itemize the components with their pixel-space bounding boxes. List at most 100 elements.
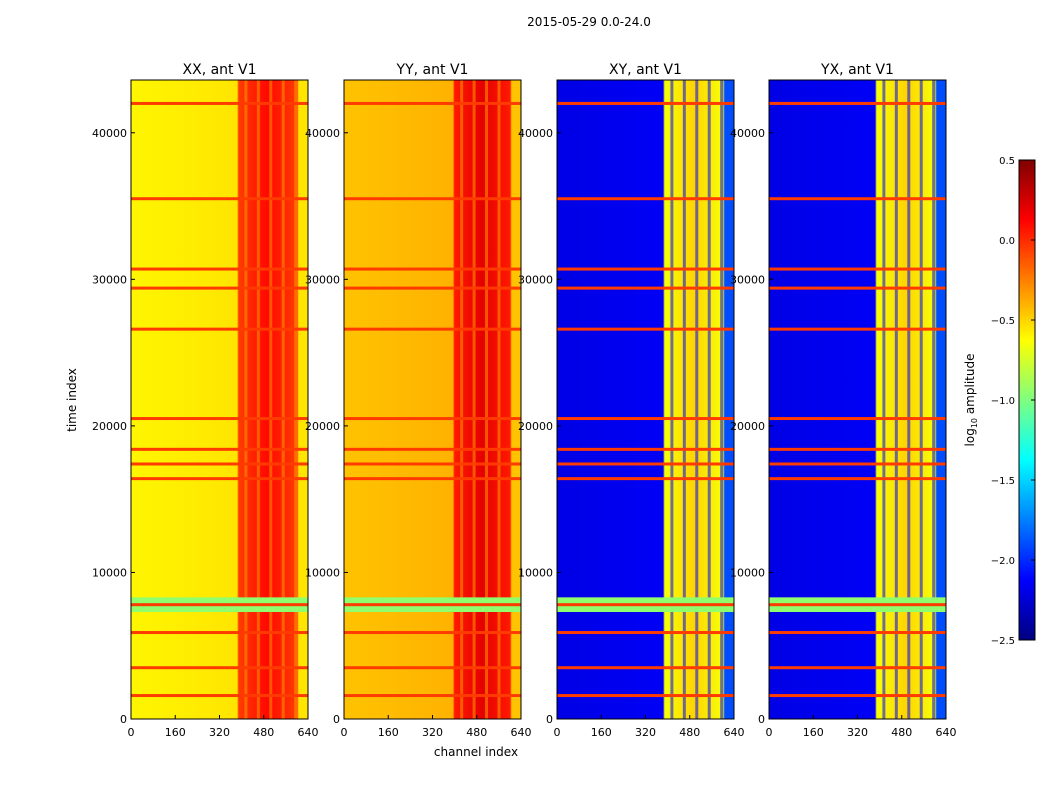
x-tick-label: 160: [803, 726, 824, 739]
x-tick-label: 320: [422, 726, 443, 739]
x-tick-label: 0: [341, 726, 348, 739]
x-tick-label: 320: [635, 726, 656, 739]
y-tick-label: 40000: [305, 127, 340, 140]
flagged-row: [769, 666, 946, 670]
channel-stripe: [932, 80, 936, 719]
channel-stripe: [497, 80, 501, 719]
flagged-row: [769, 477, 946, 481]
flagged-row: [131, 477, 308, 481]
flagged-row: [131, 694, 308, 698]
x-tick-label: 320: [209, 726, 230, 739]
flagged-row: [769, 101, 946, 105]
colorbar-tick-label: −0.5: [991, 316, 1015, 327]
heatmap-image: [131, 80, 308, 719]
y-tick-label: 40000: [518, 127, 553, 140]
flagged-row: [557, 694, 734, 698]
y-tick-label: 20000: [92, 420, 127, 433]
flagged-row: [131, 462, 308, 466]
flagged-row: [131, 327, 308, 331]
flagged-row: [557, 477, 734, 481]
channel-stripe: [472, 80, 476, 719]
y-tick-label: 10000: [92, 566, 127, 579]
y-tick-label: 20000: [305, 420, 340, 433]
colorbar-ticks: 0.5 0.0 −0.5 −1.0 −1.5 −2.0 −2.5: [991, 156, 1035, 647]
flagged-row: [131, 447, 308, 451]
heatmap-panel: XY, ant V1 0 160 320 480 640 0 10000 20000 30000 4…: [518, 62, 745, 739]
flagged-row: [769, 462, 946, 466]
x-tick-label: 160: [591, 726, 612, 739]
flagged-row: [557, 197, 734, 201]
flagged-row: [131, 197, 308, 201]
y-tick-label: 10000: [730, 566, 765, 579]
y-tick-label: 40000: [730, 127, 765, 140]
flagged-row: [131, 666, 308, 670]
flagged-row: [344, 666, 521, 670]
x-tick-label: 640: [298, 726, 319, 739]
flagged-row: [344, 477, 521, 481]
flagged-row: [557, 101, 734, 105]
channel-stripe: [707, 80, 711, 719]
flagged-row: [344, 447, 521, 451]
flagged-row: [131, 631, 308, 635]
channel-stripe: [907, 80, 911, 719]
x-tick-label: 0: [128, 726, 135, 739]
x-tick-label: 0: [766, 726, 773, 739]
flagged-row: [557, 666, 734, 670]
flagged-row: [557, 603, 734, 607]
channel-stripe: [882, 80, 886, 719]
flagged-row: [769, 417, 946, 421]
y-tick-label: 10000: [518, 566, 553, 579]
channel-stripe: [670, 80, 674, 719]
y-tick-label: 0: [120, 713, 127, 726]
channel-stripe: [244, 80, 248, 719]
y-tick-label: 10000: [305, 566, 340, 579]
y-axis-label: time index: [65, 368, 79, 432]
flagged-row: [769, 447, 946, 451]
flagged-row: [131, 267, 308, 271]
heatmap-image: [344, 80, 521, 719]
flagged-row: [769, 603, 946, 607]
flagged-row: [769, 286, 946, 290]
panel-title: XX, ant V1: [183, 62, 257, 78]
y-tick-label: 20000: [518, 420, 553, 433]
y-tick-label: 30000: [92, 273, 127, 286]
heatmap-image: [557, 80, 734, 719]
x-tick-label: 640: [936, 726, 957, 739]
flagged-row: [131, 417, 308, 421]
flagged-row: [344, 267, 521, 271]
flagged-row: [344, 631, 521, 635]
x-tick-label: 0: [554, 726, 561, 739]
channel-stripe: [682, 80, 686, 719]
flagged-row: [131, 286, 308, 290]
panel-title: XY, ant V1: [609, 62, 682, 78]
heatmap-panels: XX, ant V1 0 160 320 480 640 0 10000 20000 30000 4…: [92, 62, 957, 739]
figure-suptitle: 2015-05-29 0.0-24.0: [527, 15, 651, 29]
panel-title: YX, ant V1: [820, 62, 894, 78]
x-tick-label: 160: [378, 726, 399, 739]
channel-stripe: [256, 80, 260, 719]
panel-title: YY, ant V1: [396, 62, 469, 78]
colorbar-label-sub: 10: [970, 418, 979, 428]
colorbar-label-main: log: [963, 428, 977, 446]
colorbar-label: log10 amplitude: [963, 354, 979, 447]
flagged-row: [344, 462, 521, 466]
x-tick-label: 480: [253, 726, 274, 739]
x-tick-label: 640: [511, 726, 532, 739]
y-tick-label: 40000: [92, 127, 127, 140]
flagged-row: [557, 462, 734, 466]
x-tick-label: 160: [165, 726, 186, 739]
y-tick-label: 30000: [730, 273, 765, 286]
flagged-row: [769, 631, 946, 635]
channel-stripe: [294, 80, 298, 719]
heatmap-panel: YY, ant V1 0 160 320 480 640 0 10000 20000 30000 4…: [305, 62, 532, 739]
flagged-row: [557, 286, 734, 290]
colorbar-label-tail: amplitude: [963, 354, 977, 418]
x-tick-label: 320: [847, 726, 868, 739]
y-tick-label: 20000: [730, 420, 765, 433]
flagged-row: [769, 327, 946, 331]
colorbar-tick-label: −2.5: [991, 636, 1015, 647]
colorbar-tick-label: 0.0: [999, 236, 1015, 247]
colorbar-tick-label: −1.5: [991, 476, 1015, 487]
channel-stripe: [281, 80, 285, 719]
flagged-row: [769, 267, 946, 271]
